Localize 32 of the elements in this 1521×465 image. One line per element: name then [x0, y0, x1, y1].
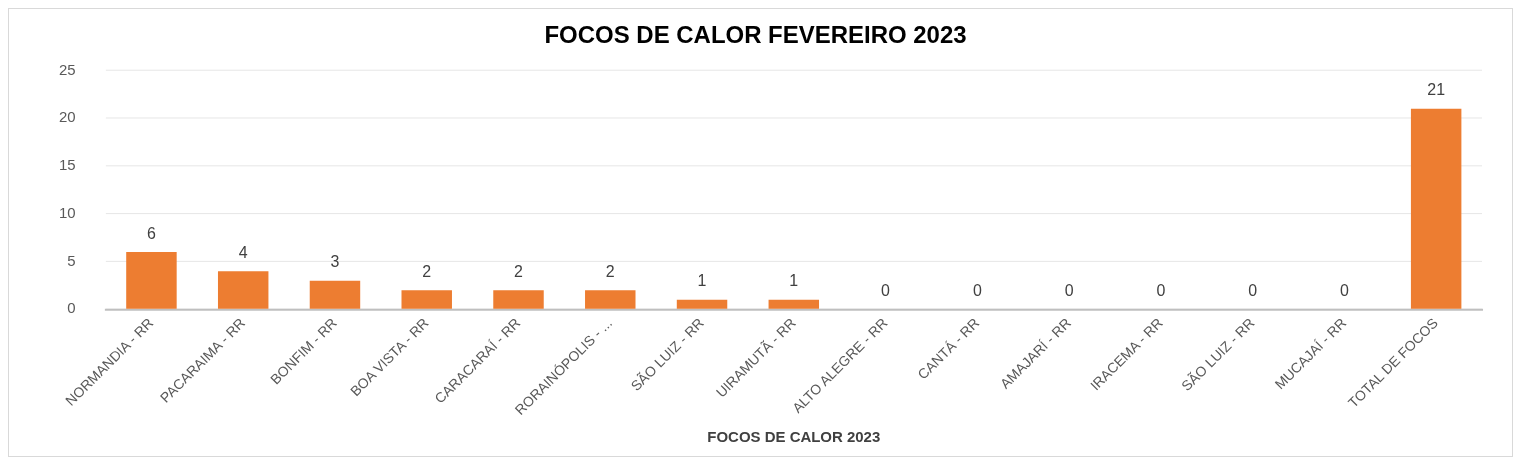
data-label: 1	[697, 272, 707, 290]
data-label: 0	[1064, 281, 1074, 299]
bar	[768, 299, 820, 309]
y-tick-label: 15	[58, 156, 76, 174]
bar	[309, 280, 361, 309]
bar	[126, 252, 177, 309]
bar	[585, 290, 636, 309]
data-label: 2	[422, 262, 432, 280]
data-label: 2	[605, 262, 615, 280]
data-label: 21	[1427, 81, 1446, 99]
chart-title: FOCOS DE CALOR FEVEREIRO 2023	[544, 20, 967, 48]
data-label: 4	[238, 243, 248, 261]
data-label: 1	[789, 272, 799, 290]
y-tick-label: 0	[67, 299, 76, 317]
bar	[217, 271, 269, 309]
y-tick-label: 5	[67, 251, 76, 269]
data-label: 0	[1248, 281, 1258, 299]
y-tick-label: 10	[58, 203, 76, 221]
data-label: 3	[330, 253, 340, 271]
data-label: 0	[972, 281, 982, 299]
data-label: 0	[1339, 281, 1349, 299]
y-tick-label: 25	[58, 60, 76, 78]
data-label: 0	[1156, 281, 1166, 299]
y-tick-label: 20	[58, 108, 76, 126]
bar	[493, 290, 544, 309]
bar	[1410, 108, 1462, 309]
x-axis-title: FOCOS DE CALOR 2023	[707, 428, 881, 446]
data-label: 0	[881, 281, 891, 299]
data-label: 6	[146, 224, 157, 242]
data-label: 2	[514, 262, 524, 280]
bar	[676, 299, 728, 309]
bar	[401, 290, 452, 309]
